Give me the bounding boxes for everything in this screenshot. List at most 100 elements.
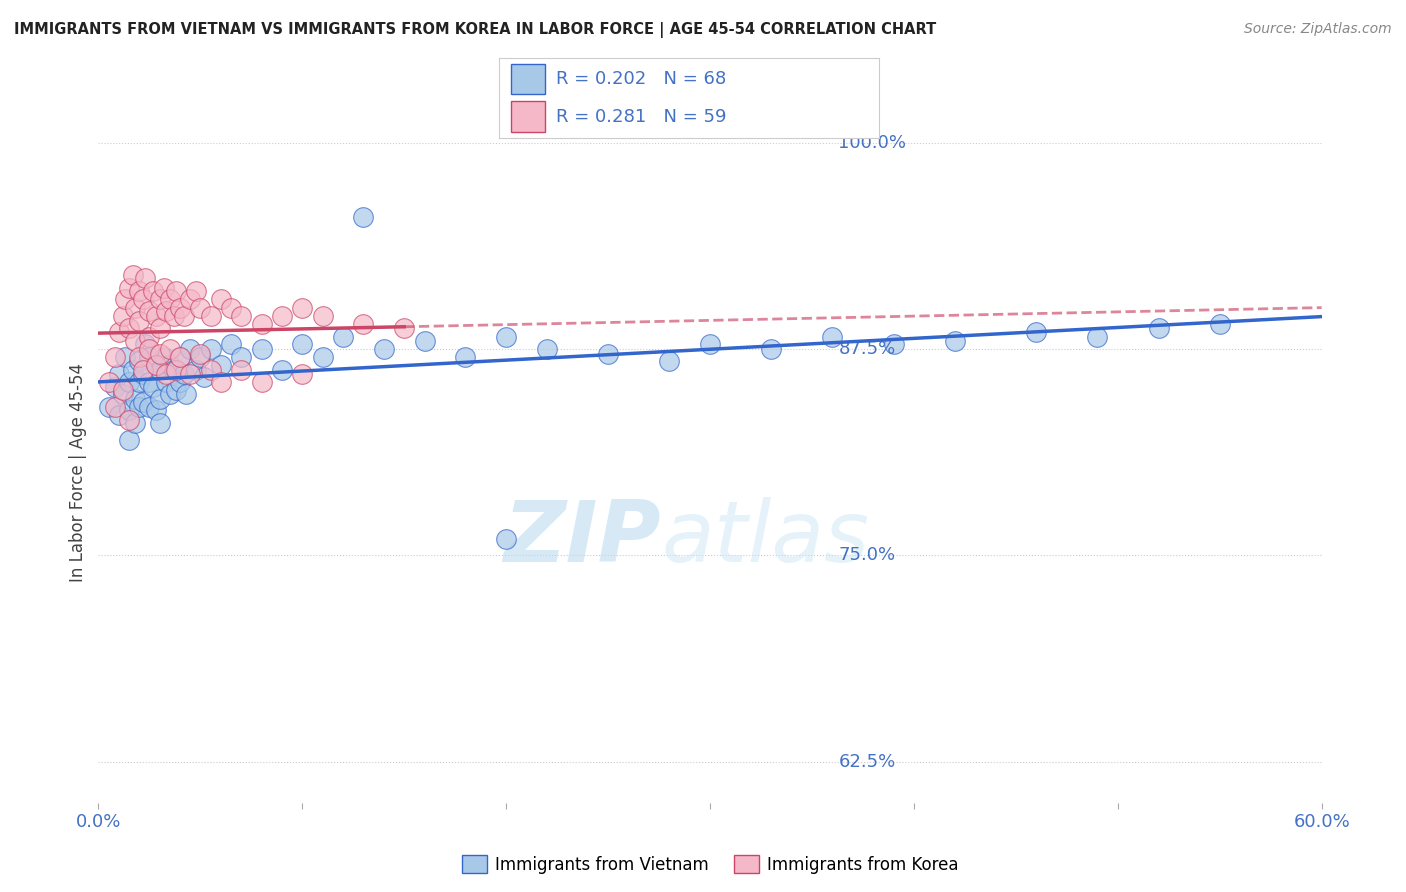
Text: R = 0.281   N = 59: R = 0.281 N = 59: [557, 108, 727, 126]
Text: ZIP: ZIP: [503, 497, 661, 581]
Point: [134, 271, 156, 285]
Point: [122, 268, 145, 282]
Point: [250, 317, 273, 331]
Text: 87.5%: 87.5%: [838, 340, 896, 358]
Point: [118, 320, 141, 334]
Point: [1147, 320, 1170, 334]
Point: [219, 301, 242, 315]
Point: [118, 413, 141, 427]
Point: [138, 330, 160, 344]
Legend: Immigrants from Vietnam, Immigrants from Korea: Immigrants from Vietnam, Immigrants from…: [456, 849, 965, 880]
Point: [188, 347, 212, 361]
Point: [122, 363, 145, 377]
Point: [114, 351, 136, 365]
Point: [124, 392, 146, 406]
Point: [149, 347, 172, 361]
Point: [142, 380, 165, 394]
Point: [152, 281, 174, 295]
Point: [373, 342, 395, 356]
Y-axis label: In Labor Force | Age 45-54: In Labor Force | Age 45-54: [69, 363, 87, 582]
Point: [883, 337, 905, 351]
Point: [186, 285, 208, 299]
Point: [159, 359, 181, 373]
Point: [454, 351, 477, 365]
Point: [128, 353, 150, 368]
Point: [1209, 317, 1232, 331]
Point: [134, 337, 156, 351]
Point: [104, 380, 127, 394]
Point: [312, 351, 335, 365]
Point: [495, 532, 517, 546]
Point: [104, 400, 127, 414]
Point: [536, 342, 558, 356]
Text: Source: ZipAtlas.com: Source: ZipAtlas.com: [1244, 22, 1392, 37]
Point: [163, 363, 186, 377]
Point: [231, 309, 253, 323]
Point: [111, 309, 134, 323]
Point: [145, 359, 167, 373]
Point: [188, 351, 212, 365]
Point: [138, 375, 160, 389]
Point: [173, 309, 195, 323]
Point: [138, 351, 160, 365]
Point: [174, 386, 197, 401]
Point: [132, 367, 155, 381]
Point: [128, 351, 150, 365]
Point: [118, 281, 141, 295]
Point: [163, 309, 186, 323]
Point: [291, 337, 314, 351]
Point: [169, 351, 191, 365]
Point: [200, 363, 222, 377]
Point: [165, 363, 187, 377]
Point: [188, 301, 212, 315]
Point: [231, 351, 253, 365]
Point: [291, 367, 314, 381]
Point: [392, 320, 416, 334]
Point: [159, 386, 181, 401]
Point: [332, 330, 354, 344]
Point: [219, 337, 242, 351]
FancyBboxPatch shape: [510, 102, 544, 132]
Text: 75.0%: 75.0%: [838, 546, 896, 565]
Point: [165, 285, 187, 299]
Point: [231, 363, 253, 377]
Point: [169, 301, 191, 315]
Point: [155, 304, 177, 318]
Point: [1025, 326, 1047, 340]
Point: [270, 309, 294, 323]
Point: [138, 400, 160, 414]
Point: [149, 392, 172, 406]
Point: [149, 363, 172, 377]
Point: [108, 326, 131, 340]
Point: [270, 363, 294, 377]
Point: [149, 417, 172, 431]
Point: [128, 400, 150, 414]
Point: [97, 375, 120, 389]
Point: [352, 210, 374, 224]
Point: [128, 375, 150, 389]
Point: [138, 342, 160, 356]
Point: [200, 309, 222, 323]
Point: [169, 351, 191, 365]
Point: [179, 342, 201, 356]
Point: [209, 359, 232, 373]
Point: [598, 347, 620, 361]
Point: [152, 351, 174, 365]
Text: 62.5%: 62.5%: [838, 753, 896, 771]
Point: [312, 309, 335, 323]
Point: [108, 408, 131, 422]
Point: [352, 317, 374, 331]
Point: [142, 285, 165, 299]
Point: [179, 367, 201, 381]
Point: [132, 293, 155, 307]
Point: [104, 351, 127, 365]
Point: [124, 334, 146, 348]
Text: R = 0.202   N = 68: R = 0.202 N = 68: [557, 70, 727, 87]
Point: [128, 314, 150, 328]
Point: [943, 334, 966, 348]
Point: [149, 293, 172, 307]
Point: [209, 293, 232, 307]
Point: [193, 370, 215, 384]
Point: [699, 337, 721, 351]
Point: [132, 394, 155, 409]
